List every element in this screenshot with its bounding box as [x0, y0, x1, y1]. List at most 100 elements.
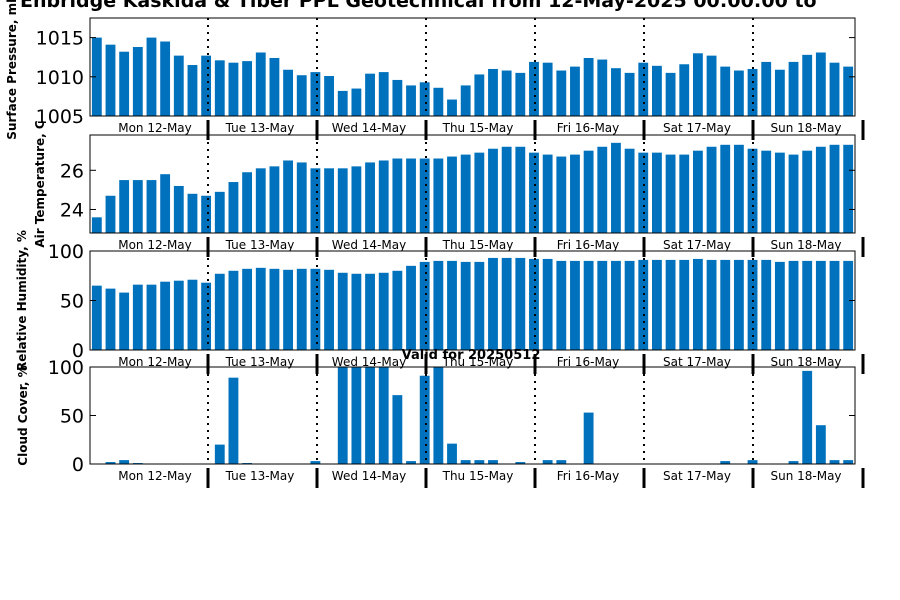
- data-bar: [774, 69, 785, 116]
- data-bar: [460, 460, 471, 464]
- data-bar: [515, 462, 526, 464]
- data-bar: [337, 90, 348, 116]
- data-bar: [91, 37, 102, 116]
- data-bar: [105, 462, 116, 464]
- data-bar: [802, 370, 813, 464]
- data-bar: [269, 166, 280, 233]
- y-axis-label: Air Temperature, C: [33, 120, 47, 248]
- data-bar: [146, 37, 157, 116]
- data-bar: [501, 146, 512, 233]
- data-bar: [802, 54, 813, 116]
- data-bar: [365, 162, 375, 233]
- data-bar: [624, 72, 635, 116]
- day-label: Thu 15-May: [442, 355, 514, 369]
- day-label: Wed 14-May: [332, 355, 406, 369]
- data-bar: [228, 377, 239, 464]
- data-bar: [214, 191, 225, 233]
- data-bar: [447, 99, 457, 116]
- data-bar: [242, 172, 253, 233]
- data-bar: [488, 257, 498, 350]
- data-bar: [433, 87, 444, 116]
- data-bar: [187, 279, 198, 350]
- data-bar: [720, 461, 731, 464]
- valid-for-label: Valid for 20250512: [402, 348, 541, 363]
- data-bar: [255, 52, 266, 116]
- data-bar: [665, 154, 676, 233]
- day-label: Fri 16-May: [557, 469, 620, 483]
- data-bar: [542, 460, 553, 464]
- chart-panels: 1005 1010 1015 Surface Pressure, mb Mon 12-M…: [5, 0, 865, 488]
- day-label: Sun 18-May: [770, 121, 841, 135]
- data-bar: [843, 260, 854, 350]
- data-bar: [652, 259, 662, 350]
- data-bar: [447, 443, 457, 464]
- data-bar: [160, 41, 171, 116]
- day-label: Wed 14-May: [332, 469, 406, 483]
- data-bar: [556, 70, 567, 116]
- day-label: Tue 13-May: [225, 469, 295, 483]
- data-bar: [761, 61, 772, 116]
- data-bar: [337, 272, 348, 350]
- data-bar: [802, 150, 813, 233]
- data-bar: [542, 62, 553, 116]
- plot-frame: [89, 134, 856, 234]
- data-bar: [351, 166, 362, 233]
- data-bar: [624, 148, 635, 233]
- data-bar: [160, 281, 171, 350]
- data-bar: [406, 85, 416, 116]
- data-bar: [419, 375, 430, 464]
- data-bar: [774, 152, 785, 233]
- data-bar: [556, 460, 567, 464]
- day-label: Sat 17-May: [663, 355, 731, 369]
- data-bar: [692, 53, 703, 116]
- day-label: Wed 14-May: [332, 238, 406, 252]
- data-bar: [761, 150, 772, 233]
- data-bar: [706, 146, 717, 233]
- data-bar: [611, 68, 621, 116]
- data-bar: [146, 180, 157, 233]
- data-bar: [119, 460, 130, 464]
- y-tick-label: 1015: [36, 28, 84, 50]
- data-bar: [583, 260, 594, 350]
- data-bar: [843, 66, 854, 116]
- data-bar: [378, 272, 389, 350]
- y-tick-label: 24: [60, 199, 84, 221]
- data-bar: [692, 150, 703, 233]
- y-tick-label: 1010: [36, 67, 84, 89]
- data-bar: [173, 55, 184, 116]
- data-bar: [515, 146, 526, 233]
- data-bar: [296, 75, 307, 116]
- data-bar: [474, 74, 485, 116]
- data-bar: [105, 288, 116, 350]
- day-label: Mon 12-May: [118, 238, 192, 252]
- day-label: Fri 16-May: [557, 121, 620, 135]
- data-bar: [201, 195, 212, 233]
- data-bar: [815, 52, 826, 116]
- data-bar: [283, 160, 293, 233]
- data-bar: [419, 261, 430, 350]
- data-bar: [542, 154, 553, 233]
- data-bar: [242, 268, 253, 350]
- data-bar: [733, 70, 744, 116]
- data-bar: [296, 162, 307, 233]
- data-bar: [774, 261, 785, 350]
- data-bar: [119, 292, 130, 350]
- y-axis-label: Relative Humidity, %: [15, 230, 29, 371]
- data-bar: [501, 257, 512, 350]
- data-bar: [529, 61, 539, 116]
- data-bar: [132, 47, 143, 117]
- data-bar: [529, 258, 539, 350]
- data-bar: [624, 260, 635, 350]
- day-label: Thu 15-May: [442, 238, 514, 252]
- data-bar: [337, 168, 348, 233]
- data-bar: [310, 268, 321, 350]
- plot-frame: [89, 366, 856, 465]
- day-label: Mon 12-May: [118, 469, 192, 483]
- data-bar: [556, 156, 567, 233]
- day-label: Sun 18-May: [770, 355, 841, 369]
- data-bar: [406, 158, 416, 233]
- data-bar: [733, 144, 744, 233]
- data-bar: [255, 267, 266, 350]
- data-bar: [665, 259, 676, 350]
- day-label: Thu 15-May: [442, 469, 514, 483]
